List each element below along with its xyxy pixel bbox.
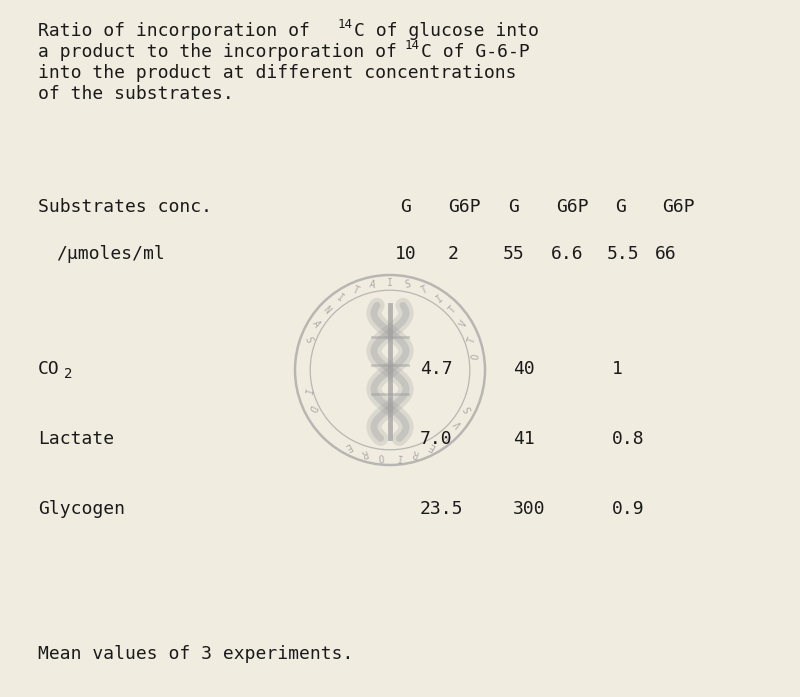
Text: Substrates conc.: Substrates conc. <box>38 198 212 216</box>
Text: G: G <box>400 198 411 216</box>
Text: Glycogen: Glycogen <box>38 500 125 518</box>
Text: 40: 40 <box>513 360 534 378</box>
Text: 0.9: 0.9 <box>612 500 645 518</box>
Text: A: A <box>369 279 376 291</box>
Text: 0.8: 0.8 <box>612 430 645 448</box>
Text: Mean values of 3 experiments.: Mean values of 3 experiments. <box>38 645 354 663</box>
Text: 10: 10 <box>395 245 417 263</box>
Text: of the substrates.: of the substrates. <box>38 85 234 103</box>
Text: E: E <box>427 441 437 452</box>
Text: G: G <box>615 198 626 216</box>
Text: C of glucose into: C of glucose into <box>354 22 539 40</box>
Text: P: P <box>441 430 452 442</box>
Text: I: I <box>335 293 346 305</box>
Text: I: I <box>434 293 445 305</box>
Text: 41: 41 <box>513 430 534 448</box>
Text: into the product at different concentrations: into the product at different concentrat… <box>38 64 517 82</box>
Text: G6P: G6P <box>556 198 589 216</box>
Text: 300: 300 <box>513 500 546 518</box>
Text: V: V <box>458 319 470 329</box>
Text: I: I <box>395 451 402 461</box>
Text: /μmoles/ml: /μmoles/ml <box>56 245 165 263</box>
Text: I: I <box>300 388 311 396</box>
Text: 6.6: 6.6 <box>551 245 584 263</box>
Text: V: V <box>453 418 465 429</box>
Text: 14: 14 <box>338 18 353 31</box>
Text: 5.5: 5.5 <box>607 245 640 263</box>
Text: E: E <box>343 441 353 452</box>
Text: S: S <box>404 279 411 291</box>
Text: O: O <box>470 353 482 360</box>
Text: 66: 66 <box>655 245 677 263</box>
Text: C of G-6-P: C of G-6-P <box>421 43 530 61</box>
Text: T: T <box>420 284 429 296</box>
Text: T: T <box>466 335 478 344</box>
Text: G: G <box>508 198 519 216</box>
Text: G6P: G6P <box>448 198 481 216</box>
Text: A: A <box>310 319 322 329</box>
Text: S: S <box>302 335 314 344</box>
Text: S: S <box>462 404 474 413</box>
Text: N: N <box>322 305 333 316</box>
Text: T: T <box>447 305 458 316</box>
Text: O: O <box>378 451 385 461</box>
Text: T: T <box>351 284 360 296</box>
Text: 2: 2 <box>448 245 459 263</box>
Text: CO: CO <box>38 360 60 378</box>
Text: 7.0: 7.0 <box>420 430 453 448</box>
Text: 2: 2 <box>64 367 73 381</box>
Text: 14: 14 <box>405 39 420 52</box>
Text: 1: 1 <box>612 360 623 378</box>
Text: 23.5: 23.5 <box>420 500 463 518</box>
Text: a product to the incorporation of: a product to the incorporation of <box>38 43 408 61</box>
Text: R: R <box>360 447 368 459</box>
Text: D: D <box>306 404 318 413</box>
Text: R: R <box>412 447 420 459</box>
Text: G6P: G6P <box>662 198 694 216</box>
Text: I: I <box>387 278 393 288</box>
Text: 55: 55 <box>503 245 525 263</box>
Text: Ratio of incorporation of: Ratio of incorporation of <box>38 22 321 40</box>
Text: Lactate: Lactate <box>38 430 114 448</box>
Text: 4.7: 4.7 <box>420 360 453 378</box>
